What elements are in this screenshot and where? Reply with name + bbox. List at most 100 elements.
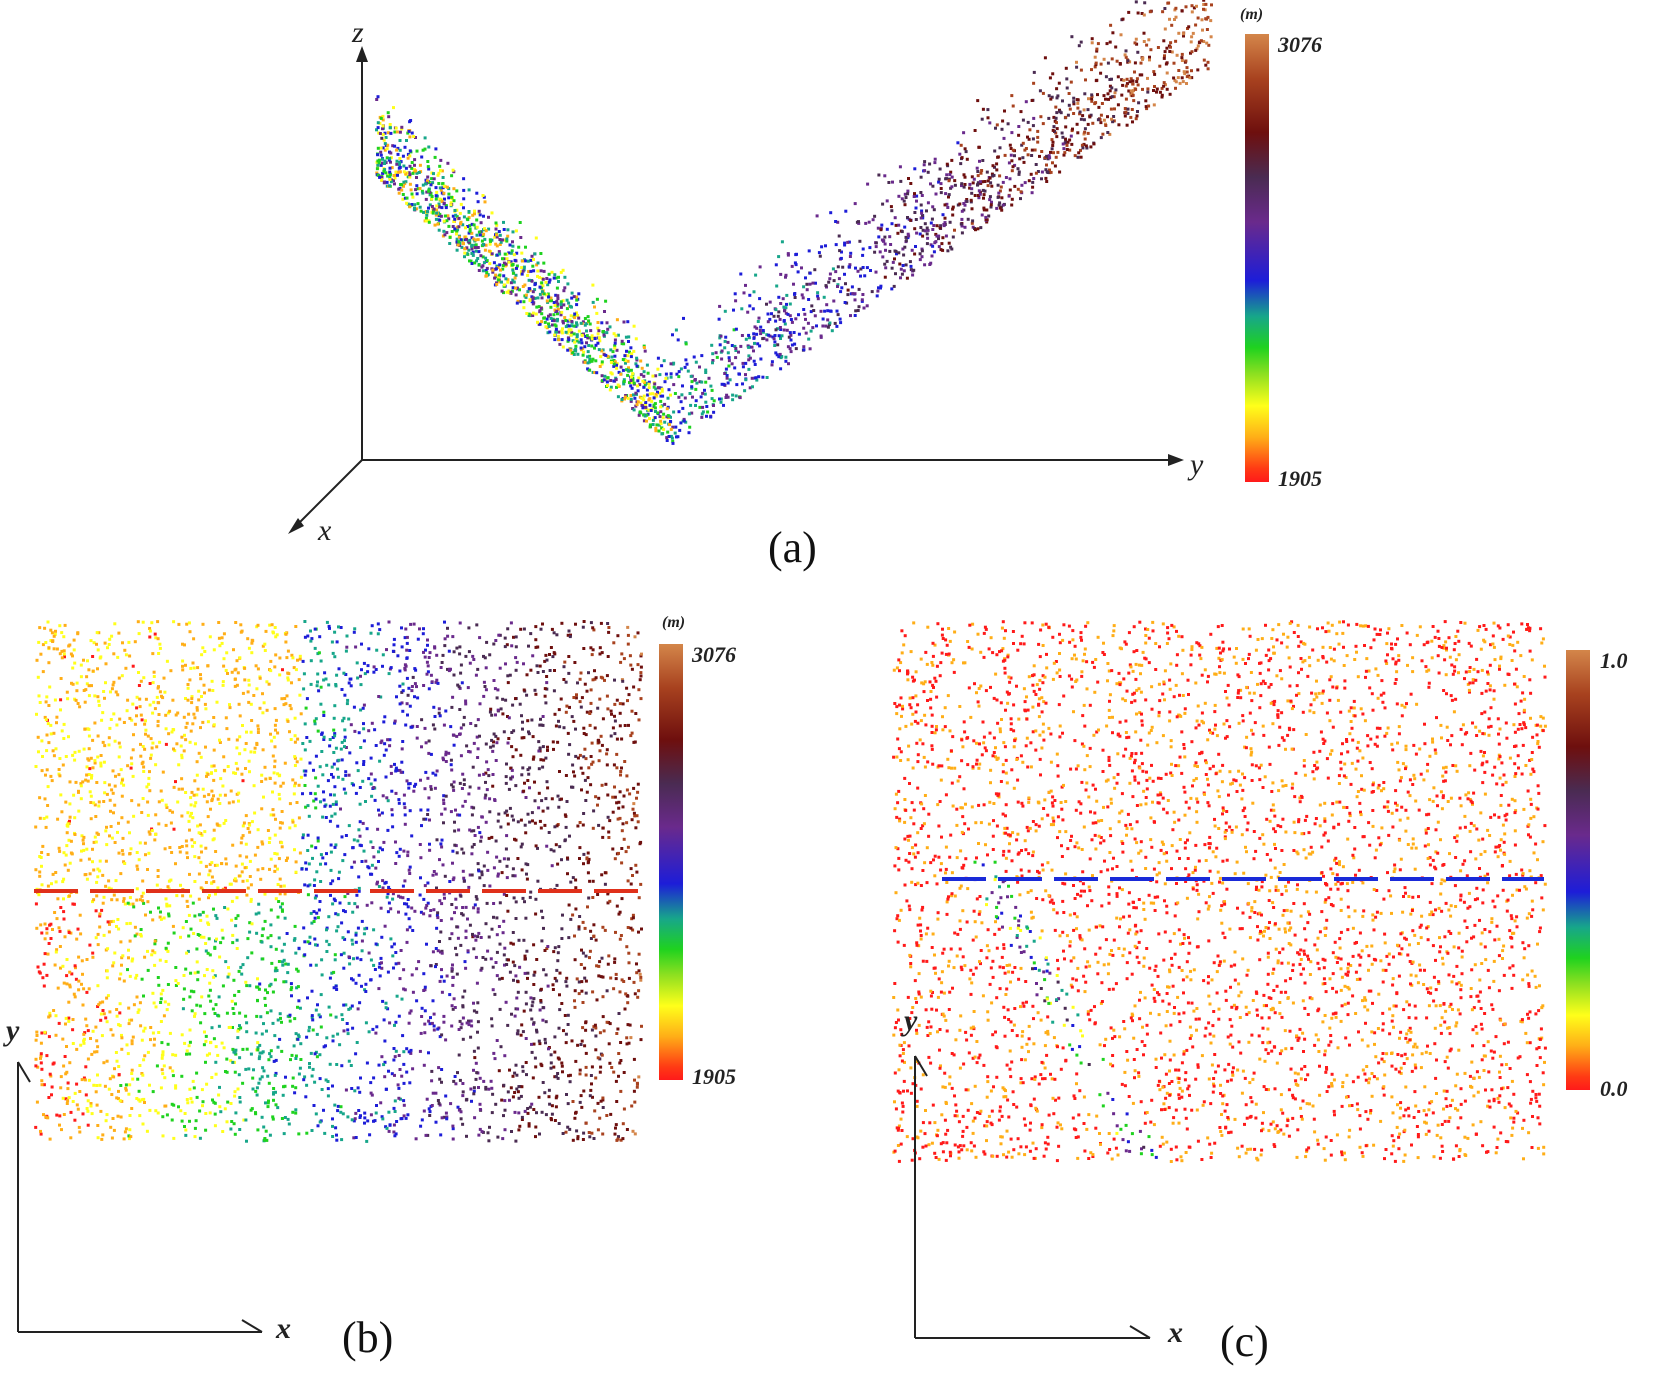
cloud-point [1070, 142, 1074, 146]
cloud-point [533, 780, 536, 784]
cloud-point [81, 780, 85, 784]
cloud-point [359, 1076, 362, 1080]
cloud-point [447, 751, 451, 755]
cloud-point [835, 309, 839, 313]
cloud-point [409, 1048, 413, 1052]
cloud-point [686, 369, 690, 373]
cloud-point [228, 703, 231, 707]
cloud-point [1031, 185, 1035, 189]
cloud-point [494, 273, 498, 277]
cloud-point [347, 1059, 351, 1063]
cloud-point [167, 1002, 171, 1006]
cloud-point [434, 147, 438, 151]
cloud-point [572, 324, 576, 328]
cloud-point [421, 183, 425, 187]
cloud-point [206, 720, 210, 724]
cloud-point [96, 755, 100, 759]
cloud-point [317, 908, 321, 912]
cloud-point [257, 1081, 261, 1085]
cloud-point [1131, 79, 1135, 83]
cloud-point [1052, 125, 1056, 129]
cloud-point [345, 702, 349, 706]
cloud-point [723, 339, 727, 343]
cloud-point [474, 895, 478, 899]
cloud-point [654, 426, 658, 430]
cloud-point [184, 967, 188, 971]
cloud-point [80, 959, 84, 963]
cloud-point [567, 936, 571, 940]
cloud-point [455, 225, 459, 229]
cloud-point [69, 1110, 73, 1114]
cloud-point [786, 312, 790, 316]
cloud-point [160, 798, 164, 802]
cloud-point [384, 1006, 388, 1010]
cloud-point [542, 269, 546, 273]
cloud-point [1010, 94, 1014, 98]
cloud-point [135, 932, 139, 936]
cloud-point [532, 258, 535, 261]
cloud-point [590, 337, 594, 341]
cloud-point [588, 336, 592, 340]
cloud-point [525, 877, 529, 881]
cloud-point [325, 939, 329, 943]
cloud-point [920, 247, 924, 251]
cloud-point [410, 834, 414, 838]
cloud-point [438, 714, 442, 718]
cloud-point [343, 937, 347, 941]
cloud-point [138, 705, 142, 709]
cloud-point [169, 821, 173, 825]
cloud-point [479, 221, 483, 225]
cloud-point [959, 162, 963, 166]
cloud-point [529, 890, 533, 894]
cloud-point [377, 695, 381, 698]
cloud-point [546, 292, 550, 296]
x-axis [291, 459, 363, 531]
cloud-point [483, 685, 487, 688]
cloud-point [819, 335, 823, 339]
cloud-point [493, 687, 497, 691]
cloud-point [444, 1038, 448, 1042]
cloud-point [647, 408, 651, 412]
cloud-point [195, 1095, 199, 1099]
cloud-point [157, 983, 161, 987]
cloud-point [611, 350, 615, 354]
cloud-point [494, 242, 498, 246]
cloud-point [793, 342, 797, 346]
cloud-point [294, 951, 298, 955]
cloud-point [249, 1052, 253, 1056]
cloud-point [151, 711, 155, 715]
cloud-point [216, 797, 220, 801]
cloud-point [1129, 89, 1133, 93]
cloud-point [505, 876, 509, 880]
cloud-point [318, 1077, 322, 1081]
cloud-point [351, 846, 355, 850]
cloud-point [224, 960, 228, 964]
cloud-point [519, 845, 523, 849]
cloud-point [473, 212, 476, 216]
cloud-point [634, 391, 638, 395]
cloud-point [962, 202, 966, 205]
cloud-point [398, 139, 402, 142]
cloud-point [1099, 113, 1103, 117]
cloud-point [1104, 75, 1108, 79]
cloud-point [599, 621, 603, 625]
cloud-point [236, 1087, 240, 1091]
cloud-point [234, 1048, 238, 1052]
cloud-point [375, 167, 379, 171]
cloud-point [1047, 154, 1051, 158]
cloud-point [39, 1129, 42, 1133]
cloud-point [666, 430, 670, 434]
cloud-point [889, 205, 893, 209]
cloud-point [395, 851, 399, 855]
cloud-point [1137, 101, 1141, 105]
cloud-point [1147, 104, 1151, 108]
cloud-point [856, 309, 860, 312]
cloud-point [361, 779, 365, 783]
cloud-point [664, 377, 668, 380]
cloud-point [637, 413, 641, 417]
cloud-point [958, 202, 962, 206]
cloud-point [95, 1050, 99, 1054]
cloud-point [78, 913, 82, 917]
cloud-point [232, 771, 236, 775]
cloud-point [550, 299, 553, 303]
